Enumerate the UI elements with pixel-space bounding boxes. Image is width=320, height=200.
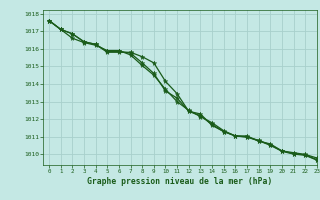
X-axis label: Graphe pression niveau de la mer (hPa): Graphe pression niveau de la mer (hPa) — [87, 177, 273, 186]
